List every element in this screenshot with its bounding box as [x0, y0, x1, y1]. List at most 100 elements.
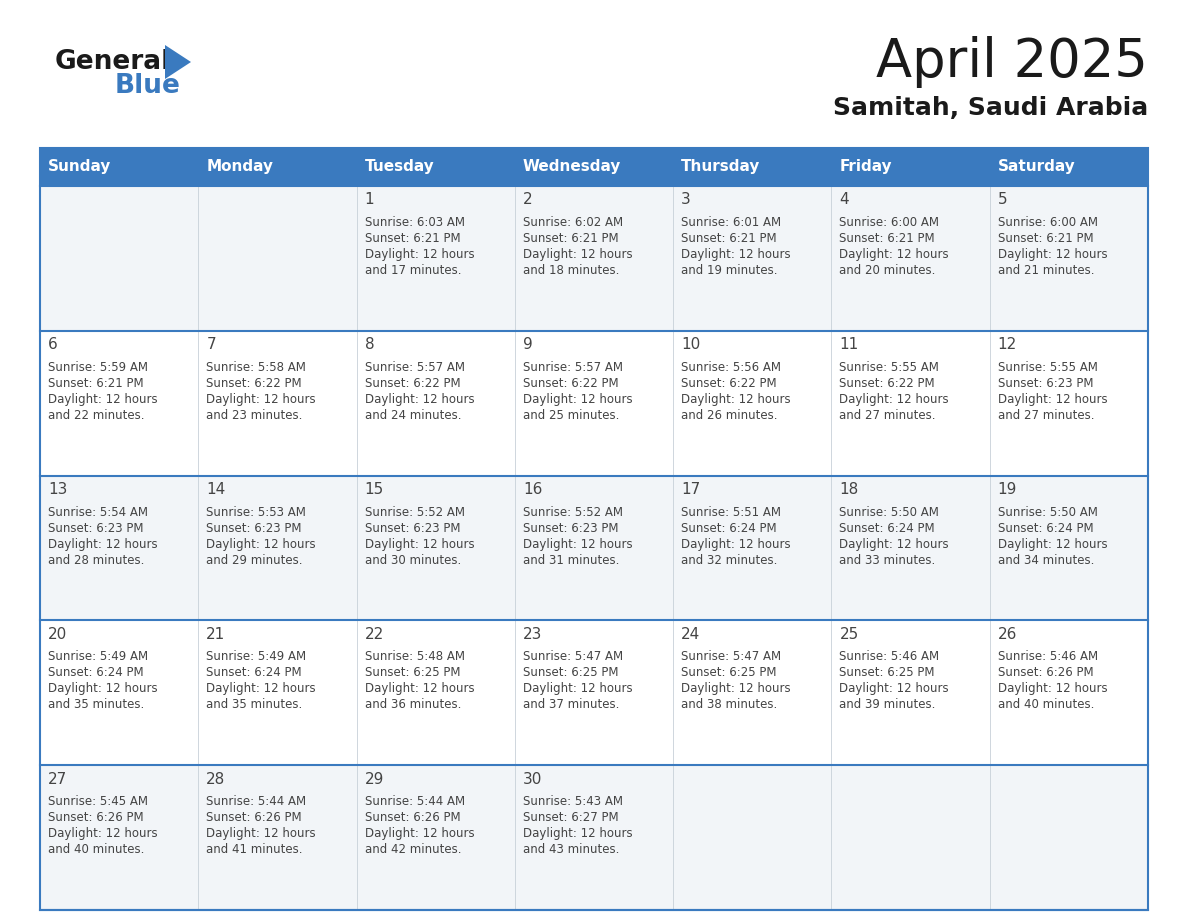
Text: 25: 25: [840, 627, 859, 642]
Text: Sunrise: 5:50 AM: Sunrise: 5:50 AM: [998, 506, 1098, 519]
Text: and 38 minutes.: and 38 minutes.: [681, 699, 777, 711]
Text: and 27 minutes.: and 27 minutes.: [998, 409, 1094, 421]
Text: Sunset: 6:23 PM: Sunset: 6:23 PM: [523, 521, 619, 534]
Text: Sunrise: 5:51 AM: Sunrise: 5:51 AM: [681, 506, 782, 519]
Text: Daylight: 12 hours: Daylight: 12 hours: [365, 827, 474, 840]
Text: Daylight: 12 hours: Daylight: 12 hours: [207, 538, 316, 551]
Bar: [40, 148, 1148, 910]
Text: 23: 23: [523, 627, 542, 642]
Text: Daylight: 12 hours: Daylight: 12 hours: [48, 393, 158, 406]
Text: Sunrise: 5:54 AM: Sunrise: 5:54 AM: [48, 506, 148, 519]
Text: and 43 minutes.: and 43 minutes.: [523, 844, 619, 856]
Text: and 29 minutes.: and 29 minutes.: [207, 554, 303, 566]
Text: 10: 10: [681, 337, 701, 353]
Text: Sunset: 6:24 PM: Sunset: 6:24 PM: [681, 521, 777, 534]
Text: Sunset: 6:21 PM: Sunset: 6:21 PM: [523, 232, 619, 245]
Text: Sunrise: 5:43 AM: Sunrise: 5:43 AM: [523, 795, 623, 808]
Text: and 18 minutes.: and 18 minutes.: [523, 264, 619, 277]
Text: Sunrise: 5:52 AM: Sunrise: 5:52 AM: [365, 506, 465, 519]
Text: Sunset: 6:26 PM: Sunset: 6:26 PM: [207, 812, 302, 824]
Text: Daylight: 12 hours: Daylight: 12 hours: [365, 393, 474, 406]
Text: and 21 minutes.: and 21 minutes.: [998, 264, 1094, 277]
Text: Sunrise: 5:57 AM: Sunrise: 5:57 AM: [365, 361, 465, 374]
Text: Sunrise: 5:53 AM: Sunrise: 5:53 AM: [207, 506, 307, 519]
Text: Sunrise: 5:58 AM: Sunrise: 5:58 AM: [207, 361, 307, 374]
Text: Sunset: 6:21 PM: Sunset: 6:21 PM: [840, 232, 935, 245]
Text: 8: 8: [365, 337, 374, 353]
Text: Sunset: 6:26 PM: Sunset: 6:26 PM: [48, 812, 144, 824]
Text: Daylight: 12 hours: Daylight: 12 hours: [998, 682, 1107, 696]
Text: Daylight: 12 hours: Daylight: 12 hours: [207, 393, 316, 406]
Text: Daylight: 12 hours: Daylight: 12 hours: [998, 538, 1107, 551]
Text: Sunrise: 5:47 AM: Sunrise: 5:47 AM: [681, 650, 782, 664]
Text: Daylight: 12 hours: Daylight: 12 hours: [207, 682, 316, 696]
Text: Sunrise: 5:52 AM: Sunrise: 5:52 AM: [523, 506, 623, 519]
Text: Daylight: 12 hours: Daylight: 12 hours: [681, 393, 791, 406]
Text: Sunset: 6:27 PM: Sunset: 6:27 PM: [523, 812, 619, 824]
Text: 5: 5: [998, 193, 1007, 207]
Text: Sunrise: 6:02 AM: Sunrise: 6:02 AM: [523, 216, 623, 229]
Text: and 22 minutes.: and 22 minutes.: [48, 409, 145, 421]
Text: Sunset: 6:25 PM: Sunset: 6:25 PM: [681, 666, 777, 679]
Text: Sunrise: 6:01 AM: Sunrise: 6:01 AM: [681, 216, 782, 229]
Text: Sunset: 6:24 PM: Sunset: 6:24 PM: [840, 521, 935, 534]
Text: and 26 minutes.: and 26 minutes.: [681, 409, 778, 421]
Text: Sunrise: 5:49 AM: Sunrise: 5:49 AM: [207, 650, 307, 664]
Text: Daylight: 12 hours: Daylight: 12 hours: [365, 538, 474, 551]
Text: Sunset: 6:24 PM: Sunset: 6:24 PM: [48, 666, 144, 679]
Text: Daylight: 12 hours: Daylight: 12 hours: [523, 827, 632, 840]
Text: Sunset: 6:21 PM: Sunset: 6:21 PM: [681, 232, 777, 245]
Text: 21: 21: [207, 627, 226, 642]
Text: Daylight: 12 hours: Daylight: 12 hours: [840, 393, 949, 406]
Text: 12: 12: [998, 337, 1017, 353]
Text: Sunset: 6:24 PM: Sunset: 6:24 PM: [207, 666, 302, 679]
Text: and 23 minutes.: and 23 minutes.: [207, 409, 303, 421]
Text: 13: 13: [48, 482, 68, 498]
Text: 9: 9: [523, 337, 532, 353]
Text: Sunset: 6:22 PM: Sunset: 6:22 PM: [523, 376, 619, 390]
Text: and 41 minutes.: and 41 minutes.: [207, 844, 303, 856]
Text: and 28 minutes.: and 28 minutes.: [48, 554, 145, 566]
Text: Daylight: 12 hours: Daylight: 12 hours: [681, 538, 791, 551]
Text: 4: 4: [840, 193, 849, 207]
Text: 30: 30: [523, 772, 542, 787]
Text: Sunrise: 5:56 AM: Sunrise: 5:56 AM: [681, 361, 782, 374]
Text: Sunrise: 5:46 AM: Sunrise: 5:46 AM: [998, 650, 1098, 664]
Text: and 25 minutes.: and 25 minutes.: [523, 409, 619, 421]
Text: 17: 17: [681, 482, 701, 498]
Text: Daylight: 12 hours: Daylight: 12 hours: [681, 248, 791, 261]
Text: 29: 29: [365, 772, 384, 787]
Bar: [40, 621, 1148, 766]
Text: Sunrise: 5:57 AM: Sunrise: 5:57 AM: [523, 361, 623, 374]
Text: and 35 minutes.: and 35 minutes.: [207, 699, 303, 711]
Text: Sunrise: 5:45 AM: Sunrise: 5:45 AM: [48, 795, 148, 808]
Bar: [40, 766, 1148, 910]
Text: Sunset: 6:23 PM: Sunset: 6:23 PM: [365, 521, 460, 534]
Text: 11: 11: [840, 337, 859, 353]
Text: and 40 minutes.: and 40 minutes.: [48, 844, 145, 856]
Text: Daylight: 12 hours: Daylight: 12 hours: [523, 682, 632, 696]
Text: 7: 7: [207, 337, 216, 353]
Text: Daylight: 12 hours: Daylight: 12 hours: [681, 682, 791, 696]
Text: Daylight: 12 hours: Daylight: 12 hours: [840, 682, 949, 696]
Text: Sunset: 6:25 PM: Sunset: 6:25 PM: [523, 666, 619, 679]
Text: and 32 minutes.: and 32 minutes.: [681, 554, 777, 566]
Text: April 2025: April 2025: [876, 36, 1148, 88]
Text: 24: 24: [681, 627, 701, 642]
Text: Sunset: 6:22 PM: Sunset: 6:22 PM: [365, 376, 460, 390]
Text: Blue: Blue: [115, 73, 181, 99]
Text: and 40 minutes.: and 40 minutes.: [998, 699, 1094, 711]
Text: Wednesday: Wednesday: [523, 160, 621, 174]
Text: Sunset: 6:25 PM: Sunset: 6:25 PM: [840, 666, 935, 679]
Text: Sunset: 6:21 PM: Sunset: 6:21 PM: [48, 376, 144, 390]
Bar: [40, 148, 1148, 186]
Text: and 31 minutes.: and 31 minutes.: [523, 554, 619, 566]
Text: Sunset: 6:25 PM: Sunset: 6:25 PM: [365, 666, 460, 679]
Text: Daylight: 12 hours: Daylight: 12 hours: [48, 682, 158, 696]
Text: Sunrise: 5:44 AM: Sunrise: 5:44 AM: [207, 795, 307, 808]
Text: and 30 minutes.: and 30 minutes.: [365, 554, 461, 566]
Text: Daylight: 12 hours: Daylight: 12 hours: [365, 248, 474, 261]
Text: and 33 minutes.: and 33 minutes.: [840, 554, 936, 566]
Bar: [40, 476, 1148, 621]
Text: and 17 minutes.: and 17 minutes.: [365, 264, 461, 277]
